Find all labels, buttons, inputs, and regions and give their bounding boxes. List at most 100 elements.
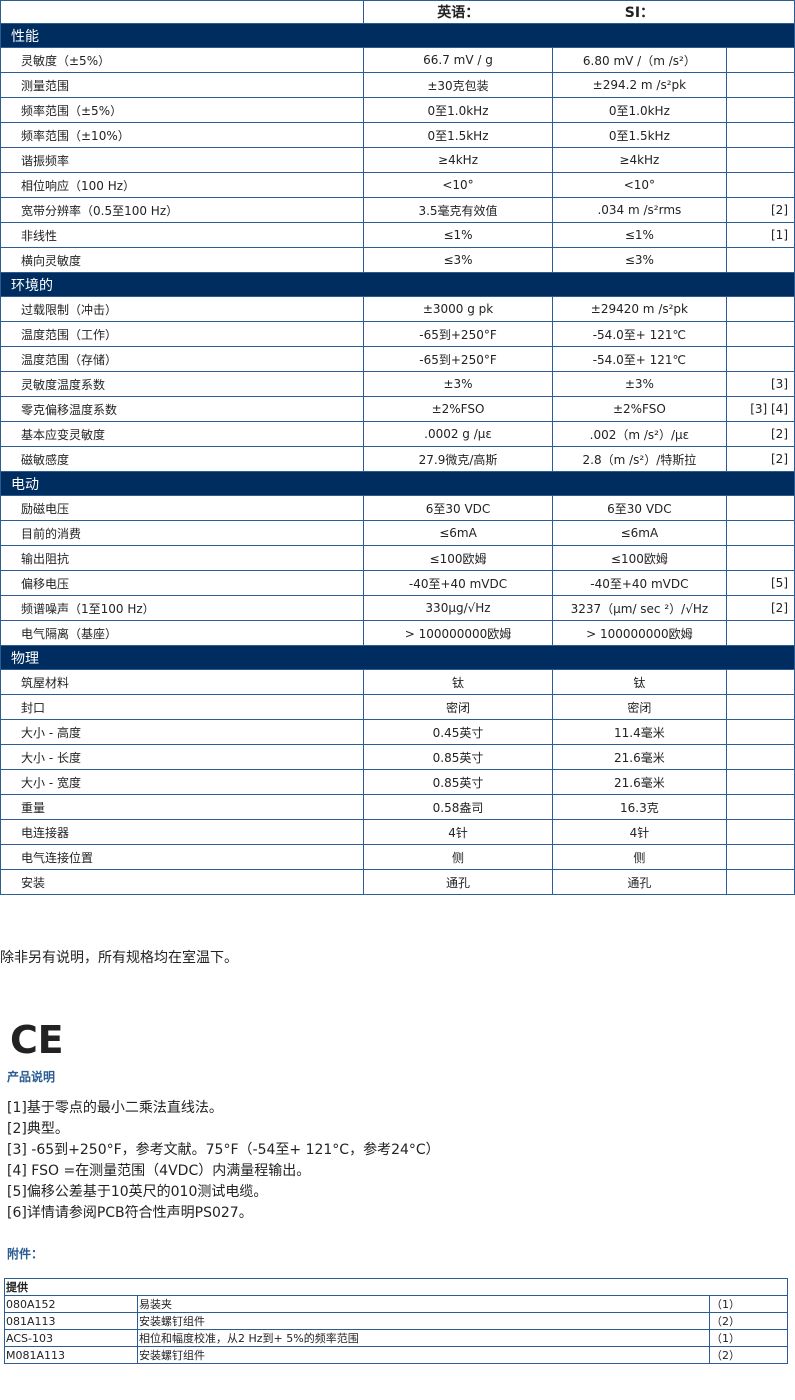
- accessories-header-row: 提供: [4, 1278, 788, 1296]
- si-value: -54.0至+ 121℃: [552, 321, 727, 347]
- note-ref: [725, 744, 795, 770]
- note-item: [5]偏移公差基于10英尺的010测试电缆。: [7, 1184, 268, 1200]
- si-value: ±2%FSO: [552, 396, 727, 422]
- english-value: ≤6mA: [362, 520, 554, 546]
- spec-label: 宽带分辨率（0.5至100 Hz）: [0, 197, 364, 223]
- english-value: ≤1%: [362, 222, 554, 248]
- section-title: 物理: [0, 645, 795, 670]
- spec-row: 安装 通孔 通孔: [0, 869, 795, 895]
- si-value: > 100000000欧姆: [552, 620, 727, 646]
- spec-row: 大小 - 长度 0.85英寸 21.6毫米: [0, 744, 795, 770]
- spec-row: 大小 - 高度 0.45英寸 11.4毫米: [0, 719, 795, 745]
- note-ref: [3]: [725, 371, 795, 397]
- spec-row: 灵敏度（±5%） 66.7 mV / g 6.80 mV /（m /s²）: [0, 47, 795, 73]
- spec-label: 偏移电压: [0, 570, 364, 596]
- si-value: 21.6毫米: [552, 744, 727, 770]
- note-ref: [725, 620, 795, 646]
- spec-label: 电气连接位置: [0, 844, 364, 870]
- english-header: 英语：: [362, 0, 553, 24]
- spec-label: 筑屋材料: [0, 669, 364, 695]
- spec-row: 测量范围 ±30克包装 ±294.2 m /s²pk: [0, 72, 795, 98]
- english-value: ±3000 g pk: [362, 296, 554, 322]
- section-header: 电动: [0, 471, 795, 496]
- si-value: 3237（μm/ sec ²）/√Hz: [552, 595, 727, 621]
- english-value: 66.7 mV / g: [362, 47, 554, 73]
- si-value: 6.80 mV /（m /s²）: [552, 47, 727, 73]
- spec-label: 输出阻抗: [0, 545, 364, 571]
- english-value: 通孔: [362, 869, 554, 895]
- spec-label: 重量: [0, 794, 364, 820]
- note-ref: [725, 819, 795, 845]
- english-value: 0.85英寸: [362, 744, 554, 770]
- spec-row: 频率范围（±5%） 0至1.0kHz 0至1.0kHz: [0, 97, 795, 123]
- si-header: SI：: [552, 0, 727, 24]
- spec-label: 频谱噪声（1至100 Hz）: [0, 595, 364, 621]
- note-ref: [725, 694, 795, 720]
- accessory-quantity: （2）: [709, 1312, 788, 1330]
- spec-label: 励磁电压: [0, 495, 364, 521]
- english-value: <10°: [362, 172, 554, 198]
- accessory-model: 080A152: [4, 1295, 138, 1313]
- english-value: 侧: [362, 844, 554, 870]
- si-value: ≥4kHz: [552, 147, 727, 173]
- spec-label: 灵敏度温度系数: [0, 371, 364, 397]
- note-ref: [725, 545, 795, 571]
- spec-label: 过载限制（冲击）: [0, 296, 364, 322]
- spec-row: 电连接器 4针 4针: [0, 819, 795, 845]
- si-value: 11.4毫米: [552, 719, 727, 745]
- spec-label: 横向灵敏度: [0, 247, 364, 273]
- note-item: [4] FSO =在测量范围（4VDC）内满量程输出。: [7, 1163, 311, 1179]
- section-header: 环境的: [0, 272, 795, 297]
- note-ref: [725, 769, 795, 795]
- english-value: 27.9微克/高斯: [362, 446, 554, 472]
- spec-label: 封口: [0, 694, 364, 720]
- spec-row: 基本应变灵敏度 .0002 g /με .002（m /s²）/με [2]: [0, 421, 795, 447]
- spec-label: 大小 - 高度: [0, 719, 364, 745]
- english-value: 6至30 VDC: [362, 495, 554, 521]
- spec-table: 英语： SI： 性能 灵敏度（±5%） 66.7 mV / g 6.80 mV /（m…: [0, 0, 795, 895]
- spec-label: 频率范围（±5%）: [0, 97, 364, 123]
- si-value: 2.8（m /s²）/特斯拉: [552, 446, 727, 472]
- section-header: 性能: [0, 23, 795, 48]
- note-ref: [725, 122, 795, 148]
- spec-label: 磁敏感度: [0, 446, 364, 472]
- accessories-header: 提供: [4, 1278, 788, 1296]
- note-item: [1]基于零点的最小二乘法直线法。: [7, 1100, 223, 1116]
- english-value: ±3%: [362, 371, 554, 397]
- si-value: 0至1.5kHz: [552, 122, 727, 148]
- note-ref: [725, 495, 795, 521]
- accessories-title: 附件：: [7, 1247, 44, 1261]
- english-value: 0.85英寸: [362, 769, 554, 795]
- spec-row: 零克偏移温度系数 ±2%FSO ±2%FSO [3] [4]: [0, 396, 795, 422]
- si-value: .034 m /s²rms: [552, 197, 727, 223]
- note-ref: [725, 172, 795, 198]
- si-value: ≤100欧姆: [552, 545, 727, 571]
- english-value: 0.58盎司: [362, 794, 554, 820]
- spec-label: 零克偏移温度系数: [0, 396, 364, 422]
- si-value: 0至1.0kHz: [552, 97, 727, 123]
- note-ref: [725, 72, 795, 98]
- section-title: 环境的: [0, 272, 795, 297]
- note-ref: [2]: [725, 446, 795, 472]
- note-ref: [2]: [725, 197, 795, 223]
- accessory-quantity: （1）: [709, 1329, 788, 1347]
- english-value: .0002 g /με: [362, 421, 554, 447]
- si-value: 密闭: [552, 694, 727, 720]
- accessory-row: 080A152 易装夹 （1）: [4, 1295, 788, 1313]
- note-ref: [2]: [725, 595, 795, 621]
- english-value: > 100000000欧姆: [362, 620, 554, 646]
- spec-row: 频率范围（±10%） 0至1.5kHz 0至1.5kHz: [0, 122, 795, 148]
- accessory-description: 易装夹: [137, 1295, 710, 1313]
- spec-row: 筑屋材料钛钛: [0, 669, 795, 695]
- note-ref: [725, 296, 795, 322]
- spec-row: 重量 0.58盎司 16.3克: [0, 794, 795, 820]
- spec-row: 偏移电压 -40至+40 mVDC -40至+40 mVDC [5]: [0, 570, 795, 596]
- si-value: ≤3%: [552, 247, 727, 273]
- spec-row: 宽带分辨率（0.5至100 Hz） 3.5毫克有效值 .034 m /s²rms [2…: [0, 197, 795, 223]
- note-ref: [2]: [725, 421, 795, 447]
- accessory-description: 安装螺钉组件: [137, 1312, 710, 1330]
- spec-row: 输出阻抗 ≤100欧姆 ≤100欧姆: [0, 545, 795, 571]
- ce-mark-logo: C E: [10, 1018, 64, 1062]
- accessory-row: 081A113 安装螺钉组件 （2）: [4, 1312, 788, 1330]
- note-ref: [725, 47, 795, 73]
